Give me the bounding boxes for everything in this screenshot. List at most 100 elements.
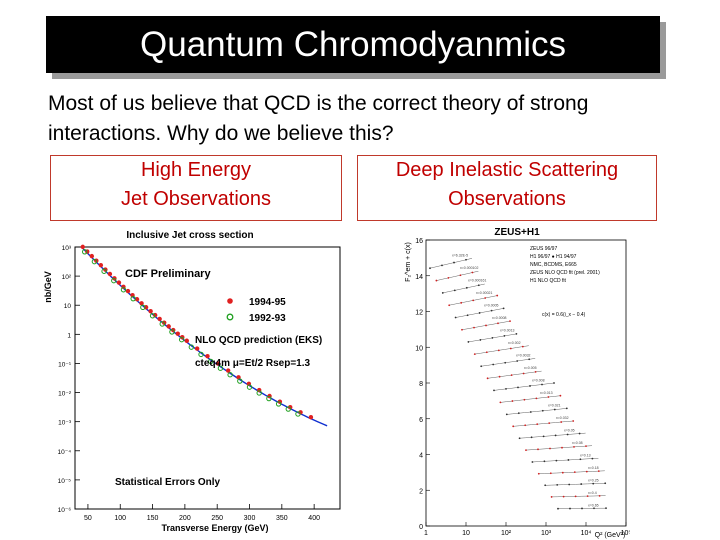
jet-watermark: CDF Preliminary [125,268,211,280]
dis-bin-label: x=0.013 [540,391,553,395]
dis-data-point [561,446,563,449]
dis-data-point [499,401,502,404]
jet-point-run1a [178,336,185,343]
dis-data-point [441,292,444,294]
dis-plot-title: ZEUS+H1 [494,227,540,238]
jet-xtick-label: 250 [211,515,223,522]
jet-point-run1b [80,244,85,250]
jet-label-line2: Jet Observations [120,188,272,210]
dis-data-point [586,495,589,498]
jet-point-run1a [149,313,156,319]
dis-ytick-label: 2 [419,488,423,495]
jet-point-run1a [91,258,98,265]
dis-data-point [573,446,575,448]
dis-data-point [435,279,438,282]
jet-ytick-label: 1 [67,332,71,339]
dis-bin-label: x=0.05 [564,429,575,433]
dis-data-point [593,507,595,510]
dis-note: c(x) = 0.6(i_x − 0.4) [542,312,586,318]
dis-data-point [525,449,527,452]
dis-xtick-label: 10³ [541,530,552,537]
dis-data-point [566,433,569,436]
dis-data-point [573,471,576,474]
jet-point-run1a [256,390,262,396]
dis-data-point [497,322,499,325]
jet-ytick-label: 10⁻¹ [58,361,72,368]
jet-point-run1a [159,321,165,327]
dis-data-point [579,458,582,461]
dis-plot-xlabel: Q² (GeV²) [595,532,626,539]
dis-data-point [523,398,526,401]
dis-legend-2: NMC, BCDMS, E665 [530,262,577,268]
jet-xtick-label: 50 [84,515,92,522]
dis-data-point [480,365,483,368]
dis-data-point [537,472,540,475]
dis-legend-3: ZEUS NLO QCD fit (prel. 2001) [530,270,600,276]
dis-data-point [553,408,556,411]
dis-bin-label: x=0.65 [588,504,599,508]
dis-data-point [453,289,456,292]
dis-structure-function-plot: ZEUS+H1 F₂^em + c(x) 16 14 12 10 8 6 4 2 0 1 10 10… [405,227,630,539]
dis-data-point [498,375,501,378]
dis-data-point [585,470,588,473]
dis-plot-frame [425,239,627,527]
dis-bin-label: x=0.000161 [468,278,486,282]
dis-bin-label: x=0.25 [588,479,599,483]
dis-data-point [561,471,564,474]
dis-fit-curve [545,483,606,486]
jet-point-run1a [246,384,253,390]
dis-legend-1: H1 96/97 ● H1 94/97 [530,254,577,260]
jet-y-axis: 10³ 10² 10 1 10⁻¹ 10⁻² 10⁻³ 10⁻⁴ 10⁻⁵ 10⁻⁶ [58,245,80,514]
dis-data-point [585,445,587,447]
dis-data-point [550,496,553,498]
dis-data-point [485,351,488,354]
dis-data-point [486,377,489,380]
jet-point-run1a [227,372,233,378]
dis-data-point [605,507,607,510]
dis-bin-label: x=0.005 [524,366,537,370]
dis-fit-curve [519,432,586,439]
dis-data-point [549,472,552,475]
dis-bin-label: x=6.32E-5 [452,253,468,257]
dis-data-point [518,437,521,440]
legend-marker-run1b [227,298,233,304]
dis-y-axis: 16 14 12 10 8 6 4 2 0 [415,238,430,531]
dis-data-point [517,412,520,415]
dis-data-point [517,386,519,389]
dis-ytick-label: 0 [419,524,423,531]
dis-ytick-label: 10 [415,345,423,352]
dis-data-point [591,457,594,460]
dis-data-point [544,484,547,487]
dis-bin-label: x=0.4 [588,491,597,495]
dis-data-point [461,328,463,331]
dis-data-point [604,482,607,485]
dis-label-line1: Deep Inelastic Scattering [395,159,619,181]
dis-bin-label: x=0.08 [572,441,583,445]
jet-ytick-label: 10⁻² [58,391,72,398]
jet-point-run1b [184,338,190,343]
dis-ytick-label: 12 [415,310,423,317]
dis-data-point [497,349,500,352]
jet-point-run1a [237,378,243,384]
dis-ytick-label: 16 [415,238,423,245]
jet-point-run1b [125,288,131,294]
jet-xtick-label: 300 [244,515,256,522]
jet-ytick-label: 10⁻⁵ [58,478,72,485]
jet-ytick-label: 10² [62,274,72,281]
dis-bin-label: x=0.008 [532,379,545,383]
jet-plot-xlabel: Transverse Energy (GeV) [161,523,268,533]
dis-data-point [492,363,495,366]
dis-data-point [568,483,571,486]
dis-data-point [565,407,568,410]
dis-data-point [580,483,583,485]
jet-point-run1b [116,280,122,285]
jet-ytick-label: 10⁻⁴ [58,449,72,456]
dis-bin-label: x=0.032 [556,416,569,420]
dis-data-point [567,459,570,461]
dis-fit-curve [487,370,542,379]
dis-data-point [536,423,539,426]
dis-data-point [472,299,475,302]
dis-data-point [516,360,519,362]
dis-data-point [491,337,494,339]
legend-run1b: 1994-95 [249,297,286,308]
